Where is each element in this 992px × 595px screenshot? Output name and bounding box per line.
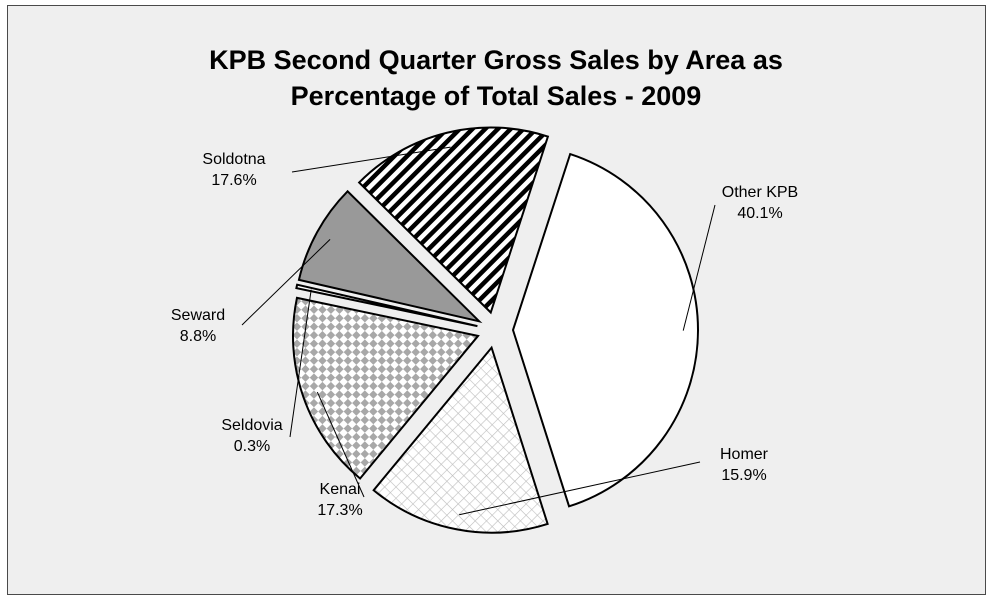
chart-title-line2: Percentage of Total Sales - 2009 — [290, 81, 702, 111]
leader-other-kpb — [682, 204, 716, 331]
label-name-homer: Homer — [720, 446, 769, 463]
label-name-other-kpb: Other KPB — [722, 184, 798, 201]
pie-chart: Other KPB 40.1% Homer 15.9% Kenai 17.3% Seldov… — [171, 126, 798, 534]
slice-seldovia — [295, 283, 478, 328]
leader-seldovia — [289, 289, 312, 438]
label-value-homer: 15.9% — [721, 467, 766, 484]
label-name-kenai: Kenai — [320, 481, 361, 498]
label-value-seldovia: 0.3% — [234, 438, 270, 455]
label-value-soldotna: 17.6% — [211, 172, 256, 189]
slice-soldotna — [357, 126, 550, 315]
slice-kenai — [292, 296, 480, 480]
label-name-seldovia: Seldovia — [221, 417, 282, 434]
leader-soldotna — [291, 146, 451, 173]
leader-homer — [459, 461, 701, 516]
chart-title: KPB Second Quarter Gross Sales by Area a… — [0, 42, 992, 114]
label-value-kenai: 17.3% — [317, 502, 362, 519]
leader-kenai — [316, 391, 365, 498]
leader-seward — [241, 238, 331, 326]
slice-homer — [372, 345, 549, 534]
slice-seward — [297, 189, 483, 324]
label-value-seward: 8.8% — [180, 328, 216, 345]
slice-other-kpb — [511, 152, 699, 508]
chart-title-line1: KPB Second Quarter Gross Sales by Area a… — [209, 45, 783, 75]
label-name-seward: Seward — [171, 307, 225, 324]
label-value-other-kpb: 40.1% — [737, 205, 782, 222]
label-name-soldotna: Soldotna — [202, 151, 265, 168]
